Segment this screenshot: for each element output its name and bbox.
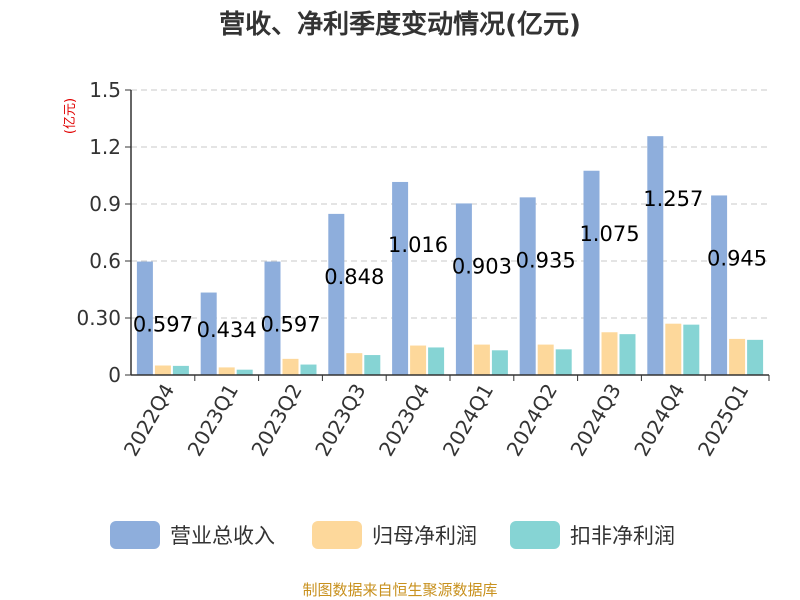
legend-swatch — [312, 521, 362, 549]
legend-swatch — [510, 521, 560, 549]
y-tick-label: 0.30 — [76, 306, 121, 330]
bar-net-profit — [282, 358, 299, 375]
bar-net-profit — [410, 345, 427, 375]
bar-deducted-net-profit — [236, 369, 253, 375]
bar-revenue — [647, 136, 664, 375]
bars-group — [136, 136, 764, 375]
legend: 营业总收入 归母净利润 扣非净利润 — [110, 521, 675, 549]
y-tick-label: 1.5 — [89, 78, 121, 102]
bar-net-profit — [729, 338, 746, 375]
bar-revenue — [328, 213, 345, 375]
data-label: 1.257 — [643, 187, 703, 211]
data-label: 0.935 — [516, 248, 576, 272]
x-tick-label: 2024Q1 — [438, 380, 498, 461]
data-label: 1.016 — [388, 233, 448, 257]
bar-net-profit — [218, 367, 235, 375]
x-tick-label: 2024Q2 — [502, 380, 562, 461]
y-tick-label: 0 — [108, 363, 121, 387]
bar-revenue — [136, 261, 153, 375]
x-tick-label: 2025Q1 — [693, 380, 753, 461]
bar-deducted-net-profit — [619, 334, 636, 375]
bar-revenue — [200, 292, 217, 375]
legend-label: 营业总收入 — [170, 524, 275, 548]
bar-revenue — [711, 195, 728, 375]
data-label: 0.434 — [197, 318, 257, 342]
data-label: 0.597 — [260, 313, 320, 337]
bar-revenue — [455, 203, 472, 375]
y-axis-unit-label: (亿元) — [63, 98, 78, 134]
bar-deducted-net-profit — [747, 339, 764, 375]
legend-label: 扣非净利润 — [570, 524, 675, 548]
bar-deducted-net-profit — [491, 350, 508, 375]
bar-net-profit — [473, 344, 490, 375]
bar-net-profit — [601, 332, 618, 375]
legend-swatch — [110, 521, 160, 549]
bar-revenue — [392, 181, 409, 375]
y-tick-label: 0.6 — [89, 249, 121, 273]
data-label: 0.597 — [133, 313, 193, 337]
data-label: 1.075 — [579, 222, 639, 246]
x-tick-label: 2024Q3 — [565, 380, 625, 461]
legend-label: 归母净利润 — [372, 524, 477, 548]
bar-deducted-net-profit — [683, 324, 700, 375]
bar-deducted-net-profit — [555, 349, 572, 375]
x-tick-label: 2023Q4 — [374, 380, 434, 461]
data-source-note: 制图数据来自恒生聚源数据库 — [302, 581, 497, 599]
bar-revenue — [583, 170, 600, 375]
y-tick-label: 0.9 — [89, 192, 121, 216]
bar-net-profit — [346, 353, 363, 375]
bar-deducted-net-profit — [428, 347, 445, 375]
bar-deducted-net-profit — [172, 365, 189, 375]
bar-net-profit — [154, 365, 171, 375]
x-tick-label: 2023Q2 — [246, 380, 306, 461]
bar-net-profit — [665, 323, 682, 375]
bar-net-profit — [537, 344, 554, 375]
x-tick-label: 2024Q4 — [629, 380, 689, 461]
bar-deducted-net-profit — [300, 364, 317, 375]
data-label: 0.848 — [324, 265, 384, 289]
bar-revenue — [264, 261, 281, 375]
data-label: 0.945 — [707, 246, 767, 270]
y-tick-label: 1.2 — [89, 135, 121, 159]
x-tick-label: 2022Q4 — [119, 380, 179, 461]
x-tick-label: 2023Q1 — [183, 380, 243, 461]
data-label: 0.903 — [452, 254, 512, 278]
bar-revenue — [519, 197, 536, 375]
x-tick-label: 2023Q3 — [310, 380, 370, 461]
bar-deducted-net-profit — [364, 355, 381, 375]
chart-title: 营收、净利季度变动情况(亿元) — [219, 9, 581, 40]
